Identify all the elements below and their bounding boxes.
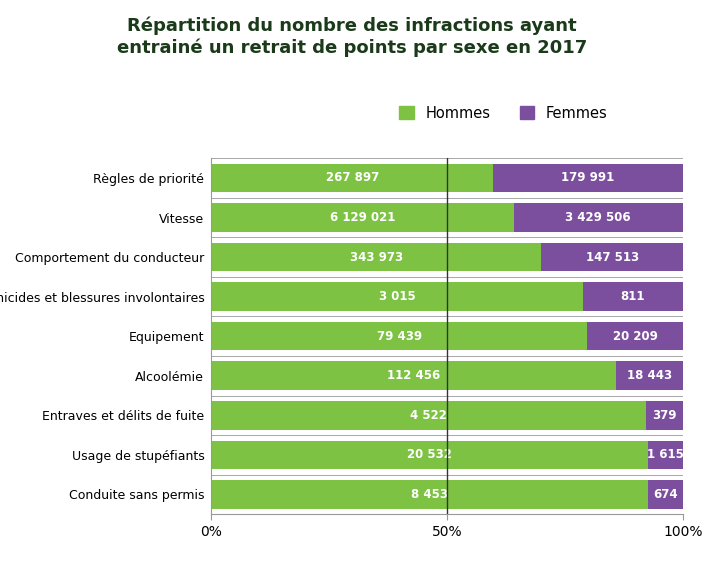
Text: 674: 674: [653, 488, 678, 501]
Bar: [211, 282, 583, 311]
Bar: [211, 243, 541, 271]
Text: 20 209: 20 209: [612, 329, 658, 343]
Text: 4 522: 4 522: [410, 408, 447, 422]
Text: 3 015: 3 015: [379, 290, 415, 303]
Bar: [211, 164, 494, 192]
Text: 147 513: 147 513: [586, 250, 639, 264]
Bar: [211, 203, 514, 232]
Text: 20 532: 20 532: [408, 448, 452, 462]
Legend: Hommes, Femmes: Hommes, Femmes: [395, 102, 612, 125]
Text: 112 456: 112 456: [387, 369, 441, 383]
Text: 811: 811: [621, 290, 645, 303]
Bar: [211, 401, 646, 429]
Text: 8 453: 8 453: [411, 488, 448, 501]
Bar: [211, 480, 648, 508]
Bar: [648, 480, 683, 508]
Text: 343 973: 343 973: [350, 250, 403, 264]
Bar: [211, 362, 617, 390]
Text: 18 443: 18 443: [627, 369, 672, 383]
Bar: [587, 322, 683, 350]
Bar: [541, 243, 683, 271]
Bar: [211, 322, 587, 350]
Text: 267 897: 267 897: [326, 171, 379, 185]
Text: 179 991: 179 991: [562, 171, 615, 185]
Text: 6 129 021: 6 129 021: [329, 211, 395, 224]
Text: Répartition du nombre des infractions ayant
entrainé un retrait de points par se: Répartition du nombre des infractions ay…: [117, 17, 587, 57]
Text: 3 429 506: 3 429 506: [565, 211, 631, 224]
Bar: [211, 441, 648, 469]
Bar: [646, 401, 683, 429]
Bar: [617, 362, 683, 390]
Bar: [514, 203, 683, 232]
Text: 379: 379: [653, 408, 677, 422]
Text: 79 439: 79 439: [377, 329, 422, 343]
Bar: [583, 282, 683, 311]
Bar: [494, 164, 683, 192]
Text: 1 615: 1 615: [647, 448, 684, 462]
Bar: [648, 441, 683, 469]
